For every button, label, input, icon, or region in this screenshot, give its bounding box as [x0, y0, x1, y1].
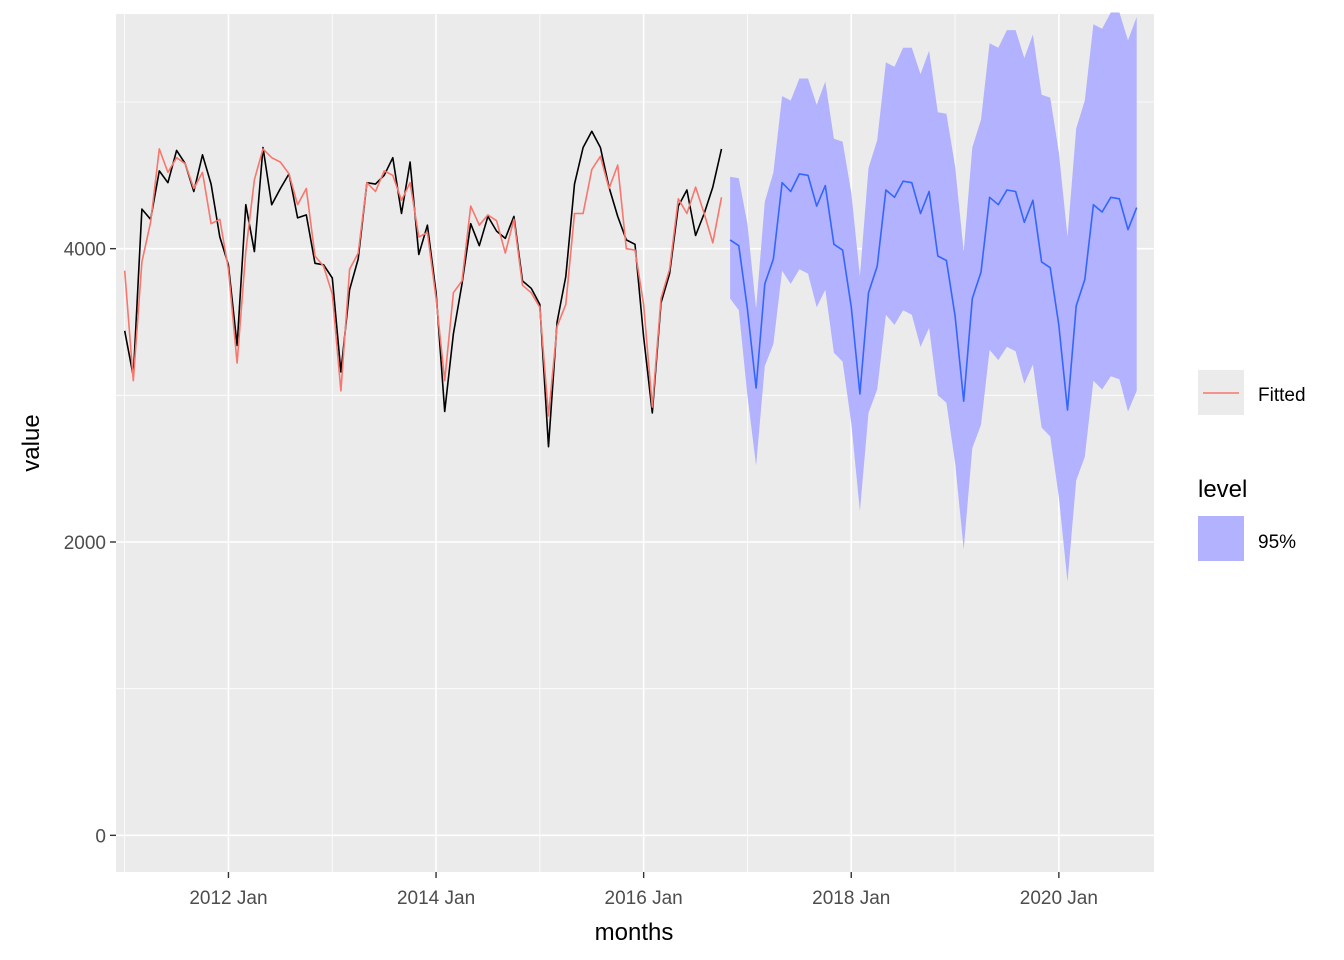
y-tick-label: 4000	[64, 240, 106, 261]
y-axis-title: value	[18, 414, 45, 471]
x-axis: 2012 Jan 2014 Jan 2016 Jan 2018 Jan 2020 Jan	[189, 872, 1098, 909]
actual-series-line	[123, 130, 723, 448]
legend-label-fitted: Fitted	[1258, 385, 1306, 406]
y-tick-label: 2000	[64, 533, 106, 554]
y-axis: 0 2000 4000	[64, 240, 116, 847]
interval-band-95	[730, 12, 1137, 582]
legend-label-level: 95%	[1258, 532, 1296, 553]
interval-layer	[730, 12, 1137, 582]
x-tick-label: 2020 Jan	[1020, 888, 1098, 909]
grid-minor	[116, 14, 1154, 872]
legend: Fitted level 95%	[1198, 370, 1306, 561]
y-tick-label: 0	[95, 826, 106, 847]
x-tick-label: 2018 Jan	[812, 888, 890, 909]
legend-title-level: level	[1198, 476, 1247, 503]
series-layer	[123, 130, 1138, 448]
x-tick-label: 2012 Jan	[189, 888, 267, 909]
fitted-series-line	[123, 148, 723, 417]
x-tick-label: 2014 Jan	[397, 888, 475, 909]
forecast-series-line	[729, 173, 1138, 411]
x-tick-label: 2016 Jan	[605, 888, 683, 909]
legend-interval-swatch	[1198, 516, 1244, 561]
x-axis-title: months	[595, 919, 674, 946]
